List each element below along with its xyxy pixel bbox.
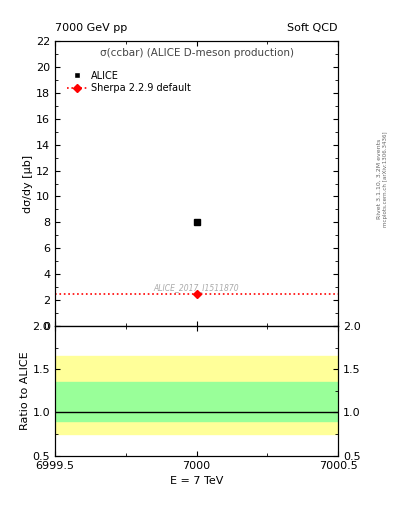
- Bar: [55, 356, 338, 434]
- Text: 7000 GeV pp: 7000 GeV pp: [55, 23, 127, 33]
- Bar: [55, 382, 338, 421]
- Text: Soft QCD: Soft QCD: [288, 23, 338, 33]
- Text: mcplots.cern.ch [arXiv:1306.3436]: mcplots.cern.ch [arXiv:1306.3436]: [384, 132, 388, 227]
- Legend: ALICE, Sherpa 2.2.9 default: ALICE, Sherpa 2.2.9 default: [66, 69, 193, 95]
- Y-axis label: dσ/dy [μb]: dσ/dy [μb]: [23, 155, 33, 212]
- Text: ALICE_2017_I1511870: ALICE_2017_I1511870: [154, 283, 239, 292]
- Y-axis label: Ratio to ALICE: Ratio to ALICE: [20, 352, 29, 430]
- Text: Rivet 3.1.10, 3.2M events: Rivet 3.1.10, 3.2M events: [377, 139, 382, 219]
- Text: σ(ccbar) (ALICE D-meson production): σ(ccbar) (ALICE D-meson production): [99, 48, 294, 58]
- X-axis label: E = 7 TeV: E = 7 TeV: [170, 476, 223, 486]
